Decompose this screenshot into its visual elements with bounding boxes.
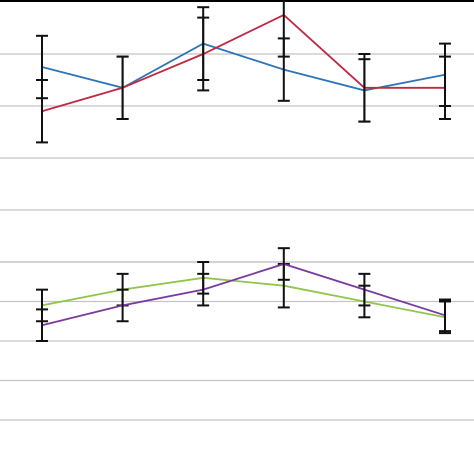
error-bar — [116, 288, 129, 323]
series-line — [41, 276, 446, 319]
error-bar — [116, 55, 129, 120]
series-line — [41, 263, 446, 327]
error-bar — [36, 79, 48, 144]
error-bar — [358, 272, 371, 307]
lower-chart-panel — [0, 247, 474, 421]
error-bar — [197, 272, 210, 307]
error-bar — [439, 298, 451, 333]
series-line — [41, 13, 445, 113]
error-bar — [197, 16, 210, 92]
error-bar — [439, 55, 451, 120]
series-line — [41, 42, 446, 92]
error-bar — [36, 308, 48, 342]
error-bar — [277, 247, 290, 281]
error-bar — [358, 53, 371, 123]
error-bar — [277, 0, 290, 58]
upper-chart-panel — [0, 0, 474, 263]
